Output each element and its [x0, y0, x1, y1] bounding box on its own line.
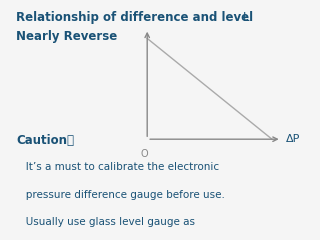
Text: O: O	[140, 149, 148, 159]
Text: Relationship of difference and level: Relationship of difference and level	[16, 11, 253, 24]
Text: pressure difference gauge before use.: pressure difference gauge before use.	[16, 190, 225, 200]
Text: It’s a must to calibrate the electronic: It’s a must to calibrate the electronic	[16, 162, 219, 172]
Text: Nearly Reverse: Nearly Reverse	[16, 30, 117, 43]
Text: Usually use glass level gauge as: Usually use glass level gauge as	[16, 217, 195, 227]
Text: Caution：: Caution：	[16, 134, 74, 147]
Text: L: L	[243, 11, 250, 24]
Text: ΔP: ΔP	[286, 134, 301, 144]
